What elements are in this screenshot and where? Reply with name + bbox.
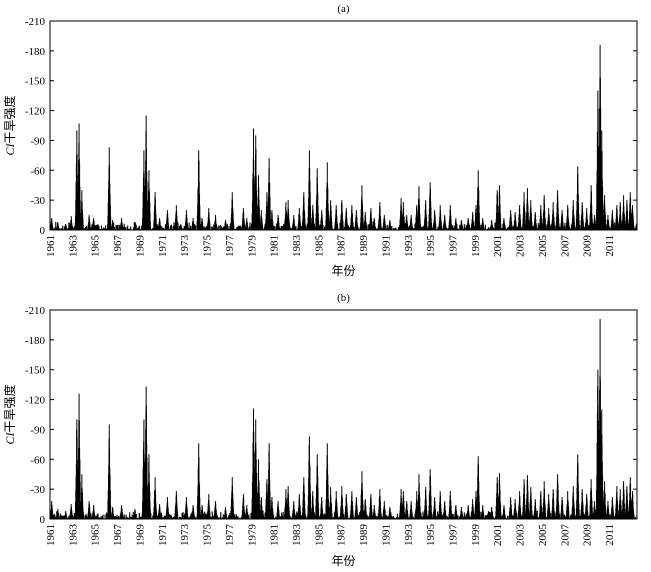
x-tick-label: 1979 (246, 524, 258, 547)
y-tick-label: 0 (40, 514, 46, 526)
x-tick-label: 1961 (45, 524, 57, 546)
y-tick-label: -120 (25, 395, 46, 407)
x-tick-label: 2001 (492, 235, 504, 257)
x-tick-label: 1985 (313, 235, 325, 258)
x-tick-label: 2001 (492, 524, 504, 546)
x-tick-label: 1975 (202, 235, 214, 258)
x-tick-label: 1987 (336, 524, 348, 547)
x-tick-label: 2003 (515, 235, 527, 258)
y-tick-label: -30 (30, 195, 45, 207)
x-tick-label: 1995 (425, 235, 437, 258)
x-tick-label: 1987 (336, 235, 348, 258)
chart-panel-a: (a) 0 -30 -60 -90 -120 -150 -180 -210 1961 1963 196… (2, 3, 638, 278)
x-tick-label: 2003 (515, 524, 527, 547)
x-tick-label: 1971 (157, 235, 169, 257)
y-tick-label: 0 (40, 225, 46, 237)
x-tick-label: 1963 (67, 524, 79, 547)
x-tick-label: 1973 (179, 524, 191, 547)
x-tick-label: 1969 (134, 524, 146, 547)
x-tick-label: 1997 (448, 235, 460, 258)
x-tick-label: 1965 (90, 524, 102, 547)
x-tick-label: 1981 (269, 524, 281, 546)
x-tick-label: 2011 (604, 235, 616, 257)
panel-label: (a) (337, 3, 350, 15)
x-tick-label: 1993 (403, 235, 415, 258)
y-axis-label: CI干旱强度 (2, 95, 17, 155)
x-tick-label: 1965 (90, 235, 102, 258)
y-tick-label: -30 (30, 484, 45, 496)
x-tick-label: 1991 (380, 235, 392, 257)
bars (49, 318, 638, 519)
y-tick-label: -210 (25, 305, 46, 317)
x-tick-label: 1977 (224, 235, 236, 258)
bars (49, 44, 638, 230)
x-tick-label: 1981 (269, 235, 281, 257)
x-axis-label: 年份 (331, 264, 355, 278)
y-tick-label: -150 (25, 76, 46, 88)
x-tick-label: 1975 (202, 524, 214, 547)
x-tick-label: 1973 (179, 235, 191, 258)
x-tick-label: 1995 (425, 524, 437, 547)
x-tick-label: 1997 (448, 524, 460, 547)
y-tick-label: -180 (25, 335, 46, 347)
y-tick-label: -180 (25, 46, 46, 58)
x-tick-label: 1999 (470, 235, 482, 258)
x-tick-label: 1991 (380, 524, 392, 546)
x-tick-label: 1999 (470, 524, 482, 547)
y-tick-label: -60 (30, 454, 45, 466)
x-tick-label: 1963 (67, 235, 79, 258)
x-tick-label: 2009 (582, 235, 594, 258)
panel-label: (b) (337, 292, 350, 304)
x-tick-label: 1979 (246, 235, 258, 258)
x-tick-label: 1967 (112, 235, 124, 258)
x-tick-label: 1989 (358, 235, 370, 258)
x-tick-label: 1993 (403, 524, 415, 547)
y-tick-label: -90 (30, 135, 45, 147)
x-tick-label: 1983 (291, 235, 303, 258)
x-tick-label: 1967 (112, 524, 124, 547)
plot-frame (49, 20, 638, 231)
x-tick-label: 1969 (134, 235, 146, 258)
x-tick-label: 2009 (582, 524, 594, 547)
x-tick-label: 1983 (291, 524, 303, 547)
x-tick-label: 1971 (157, 524, 169, 546)
x-tick-label: 2005 (537, 235, 549, 258)
plot-frame (49, 309, 638, 520)
x-tick-label: 2011 (604, 524, 616, 546)
x-tick-label: 2007 (559, 235, 571, 258)
y-tick-label: -90 (30, 424, 45, 436)
y-tick-label: -150 (25, 365, 46, 377)
chart-panel-b: (b) 0 -30 -60 -90 -120 -150 -180 -210 1961 1963 196… (2, 292, 638, 568)
x-tick-label: 1977 (224, 524, 236, 547)
x-tick-label: 1961 (45, 235, 57, 257)
x-tick-label: 2005 (537, 524, 549, 547)
y-tick-label: -120 (25, 106, 46, 118)
x-tick-label: 2007 (559, 524, 571, 547)
y-tick-label: -60 (30, 165, 45, 177)
y-tick-label: -210 (25, 16, 46, 28)
x-tick-label: 1989 (358, 524, 370, 547)
x-tick-label: 1985 (313, 524, 325, 547)
